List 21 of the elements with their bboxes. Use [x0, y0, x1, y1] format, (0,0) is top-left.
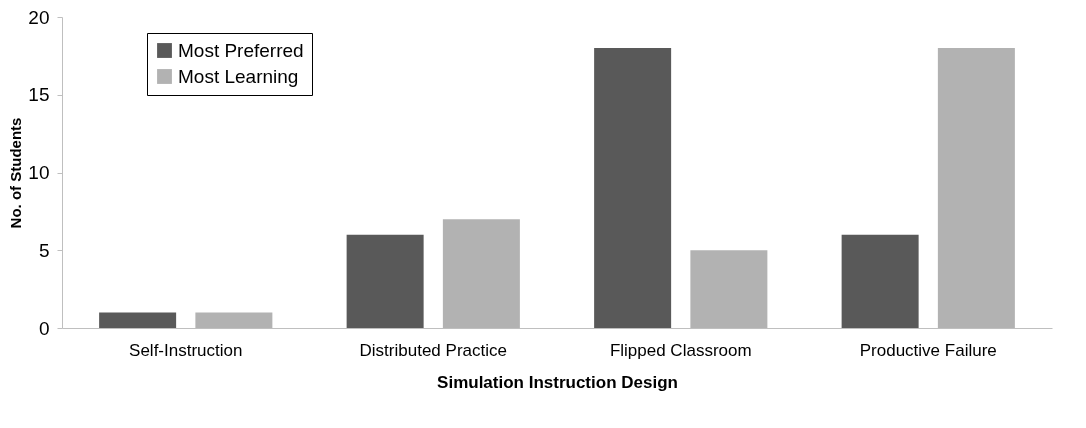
y-tick-label: 0 [38, 317, 50, 339]
x-axis-title: Simulation Instruction Design [437, 372, 678, 392]
legend-label: Most Learning [178, 65, 299, 87]
y-tick-label: 5 [38, 239, 50, 261]
y-tick-label: 10 [28, 162, 50, 183]
x-tick-label: Self-Instruction [129, 340, 243, 360]
y-tick-label: 20 [28, 6, 50, 28]
x-tick-label: Flipped Classroom [609, 340, 752, 360]
bar [937, 48, 1015, 328]
bar [841, 234, 919, 328]
y-tick-label: 15 [28, 84, 50, 106]
bar [346, 234, 424, 328]
x-tick-label: Productive Failure [859, 340, 997, 360]
bar [690, 250, 768, 328]
bar [195, 312, 273, 328]
legend-label: Most Preferred [178, 39, 304, 61]
bar [442, 219, 520, 328]
bar [594, 48, 672, 328]
bar [99, 312, 177, 328]
y-axis-title: No. of Students [7, 117, 25, 229]
x-tick-label: Distributed Practice [359, 340, 507, 360]
